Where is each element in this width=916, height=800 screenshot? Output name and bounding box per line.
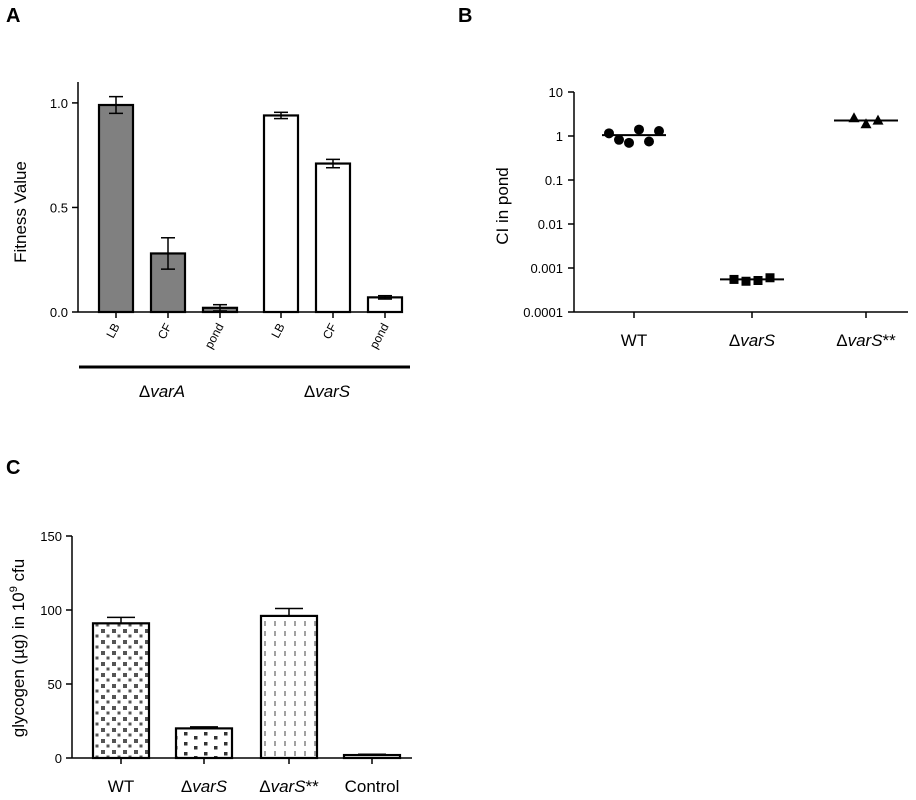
panel-a-x-tick-label: pond bbox=[367, 321, 392, 351]
panel-c-x-tick-label: ΔvarS bbox=[181, 777, 228, 796]
panel-c-y-tick-label: 0 bbox=[55, 751, 62, 766]
panel-b-point bbox=[614, 134, 624, 145]
panel-c-chart: glycogen (µg) in 109 cfu 0 50 100 150 WT Δvar… bbox=[8, 529, 412, 796]
panel-a-bar bbox=[262, 114, 300, 314]
panel-a-y-tick-label: 0.0 bbox=[50, 305, 68, 320]
panel-a-x-tick-label: pond bbox=[202, 321, 227, 351]
panel-b-chart: CI in pond 10 1 0.1 0.01 0.001 0.0001 WT ΔvarS Δ… bbox=[493, 85, 908, 350]
panel-b-point bbox=[860, 118, 872, 129]
panel-b-y-tick-label: 1 bbox=[556, 129, 563, 144]
panel-b-y-tick-label: 0.001 bbox=[530, 261, 563, 276]
panel-label-a: A bbox=[6, 5, 20, 27]
panel-b-y-tick-label: 10 bbox=[549, 85, 563, 100]
panel-c-y-axis-title: glycogen (µg) in 109 cfu bbox=[8, 559, 28, 737]
panel-b-point bbox=[604, 128, 614, 139]
panel-b-y-tick-label: 0.01 bbox=[538, 217, 563, 232]
panel-b-x-tick-label: ΔvarS bbox=[729, 331, 776, 350]
panel-label-c: C bbox=[6, 457, 20, 479]
panel-a-x-tick-label: CF bbox=[320, 321, 340, 342]
panel-a-chart: Fitness Value 0.0 0.5 1.0 LB CF pond ΔvarA LB CF… bbox=[11, 82, 410, 401]
panel-b-y-axis-title: CI in pond bbox=[493, 167, 512, 245]
panel-c-x-tick-label: Control bbox=[345, 777, 400, 796]
panel-b-y-tick-label: 0.0001 bbox=[523, 305, 563, 320]
panel-b-x-tick-label: WT bbox=[621, 331, 647, 350]
panel-a-group-label: ΔvarA bbox=[139, 382, 185, 401]
panel-c-y-tick-label: 100 bbox=[40, 603, 62, 618]
panel-c-bar bbox=[259, 614, 319, 760]
panel-c-bar bbox=[174, 727, 234, 760]
panel-b-point bbox=[624, 137, 634, 148]
panel-a-x-tick-label: CF bbox=[155, 321, 175, 342]
panel-a-group-label: ΔvarS bbox=[304, 382, 351, 401]
panel-b-point bbox=[753, 275, 763, 285]
panel-a-x-tick-label: LB bbox=[103, 321, 122, 341]
panel-b-point bbox=[644, 136, 654, 147]
panel-b-point bbox=[634, 124, 644, 135]
panel-c-y-tick-label: 50 bbox=[48, 677, 62, 692]
panel-c-x-tick-label: WT bbox=[108, 777, 134, 796]
panel-b-point bbox=[765, 273, 775, 283]
panel-b-point bbox=[741, 276, 751, 286]
panel-c-x-tick-label: ΔvarS** bbox=[259, 777, 319, 796]
panel-a-bar bbox=[314, 162, 352, 314]
panel-b-x-tick-label: ΔvarS** bbox=[836, 331, 896, 350]
panel-a-y-tick-label: 1.0 bbox=[50, 96, 68, 111]
panel-a-y-axis-title: Fitness Value bbox=[11, 161, 30, 263]
panel-c-y-tick-label: 150 bbox=[40, 529, 62, 544]
panel-label-b: B bbox=[458, 5, 472, 27]
panel-b-y-tick-label: 0.1 bbox=[545, 173, 563, 188]
panel-a-bar bbox=[97, 103, 135, 314]
panel-b-point bbox=[654, 125, 664, 136]
panel-c-bar bbox=[91, 622, 151, 760]
panel-a-x-tick-label: LB bbox=[268, 321, 287, 341]
panel-a-y-tick-label: 0.5 bbox=[50, 200, 68, 215]
